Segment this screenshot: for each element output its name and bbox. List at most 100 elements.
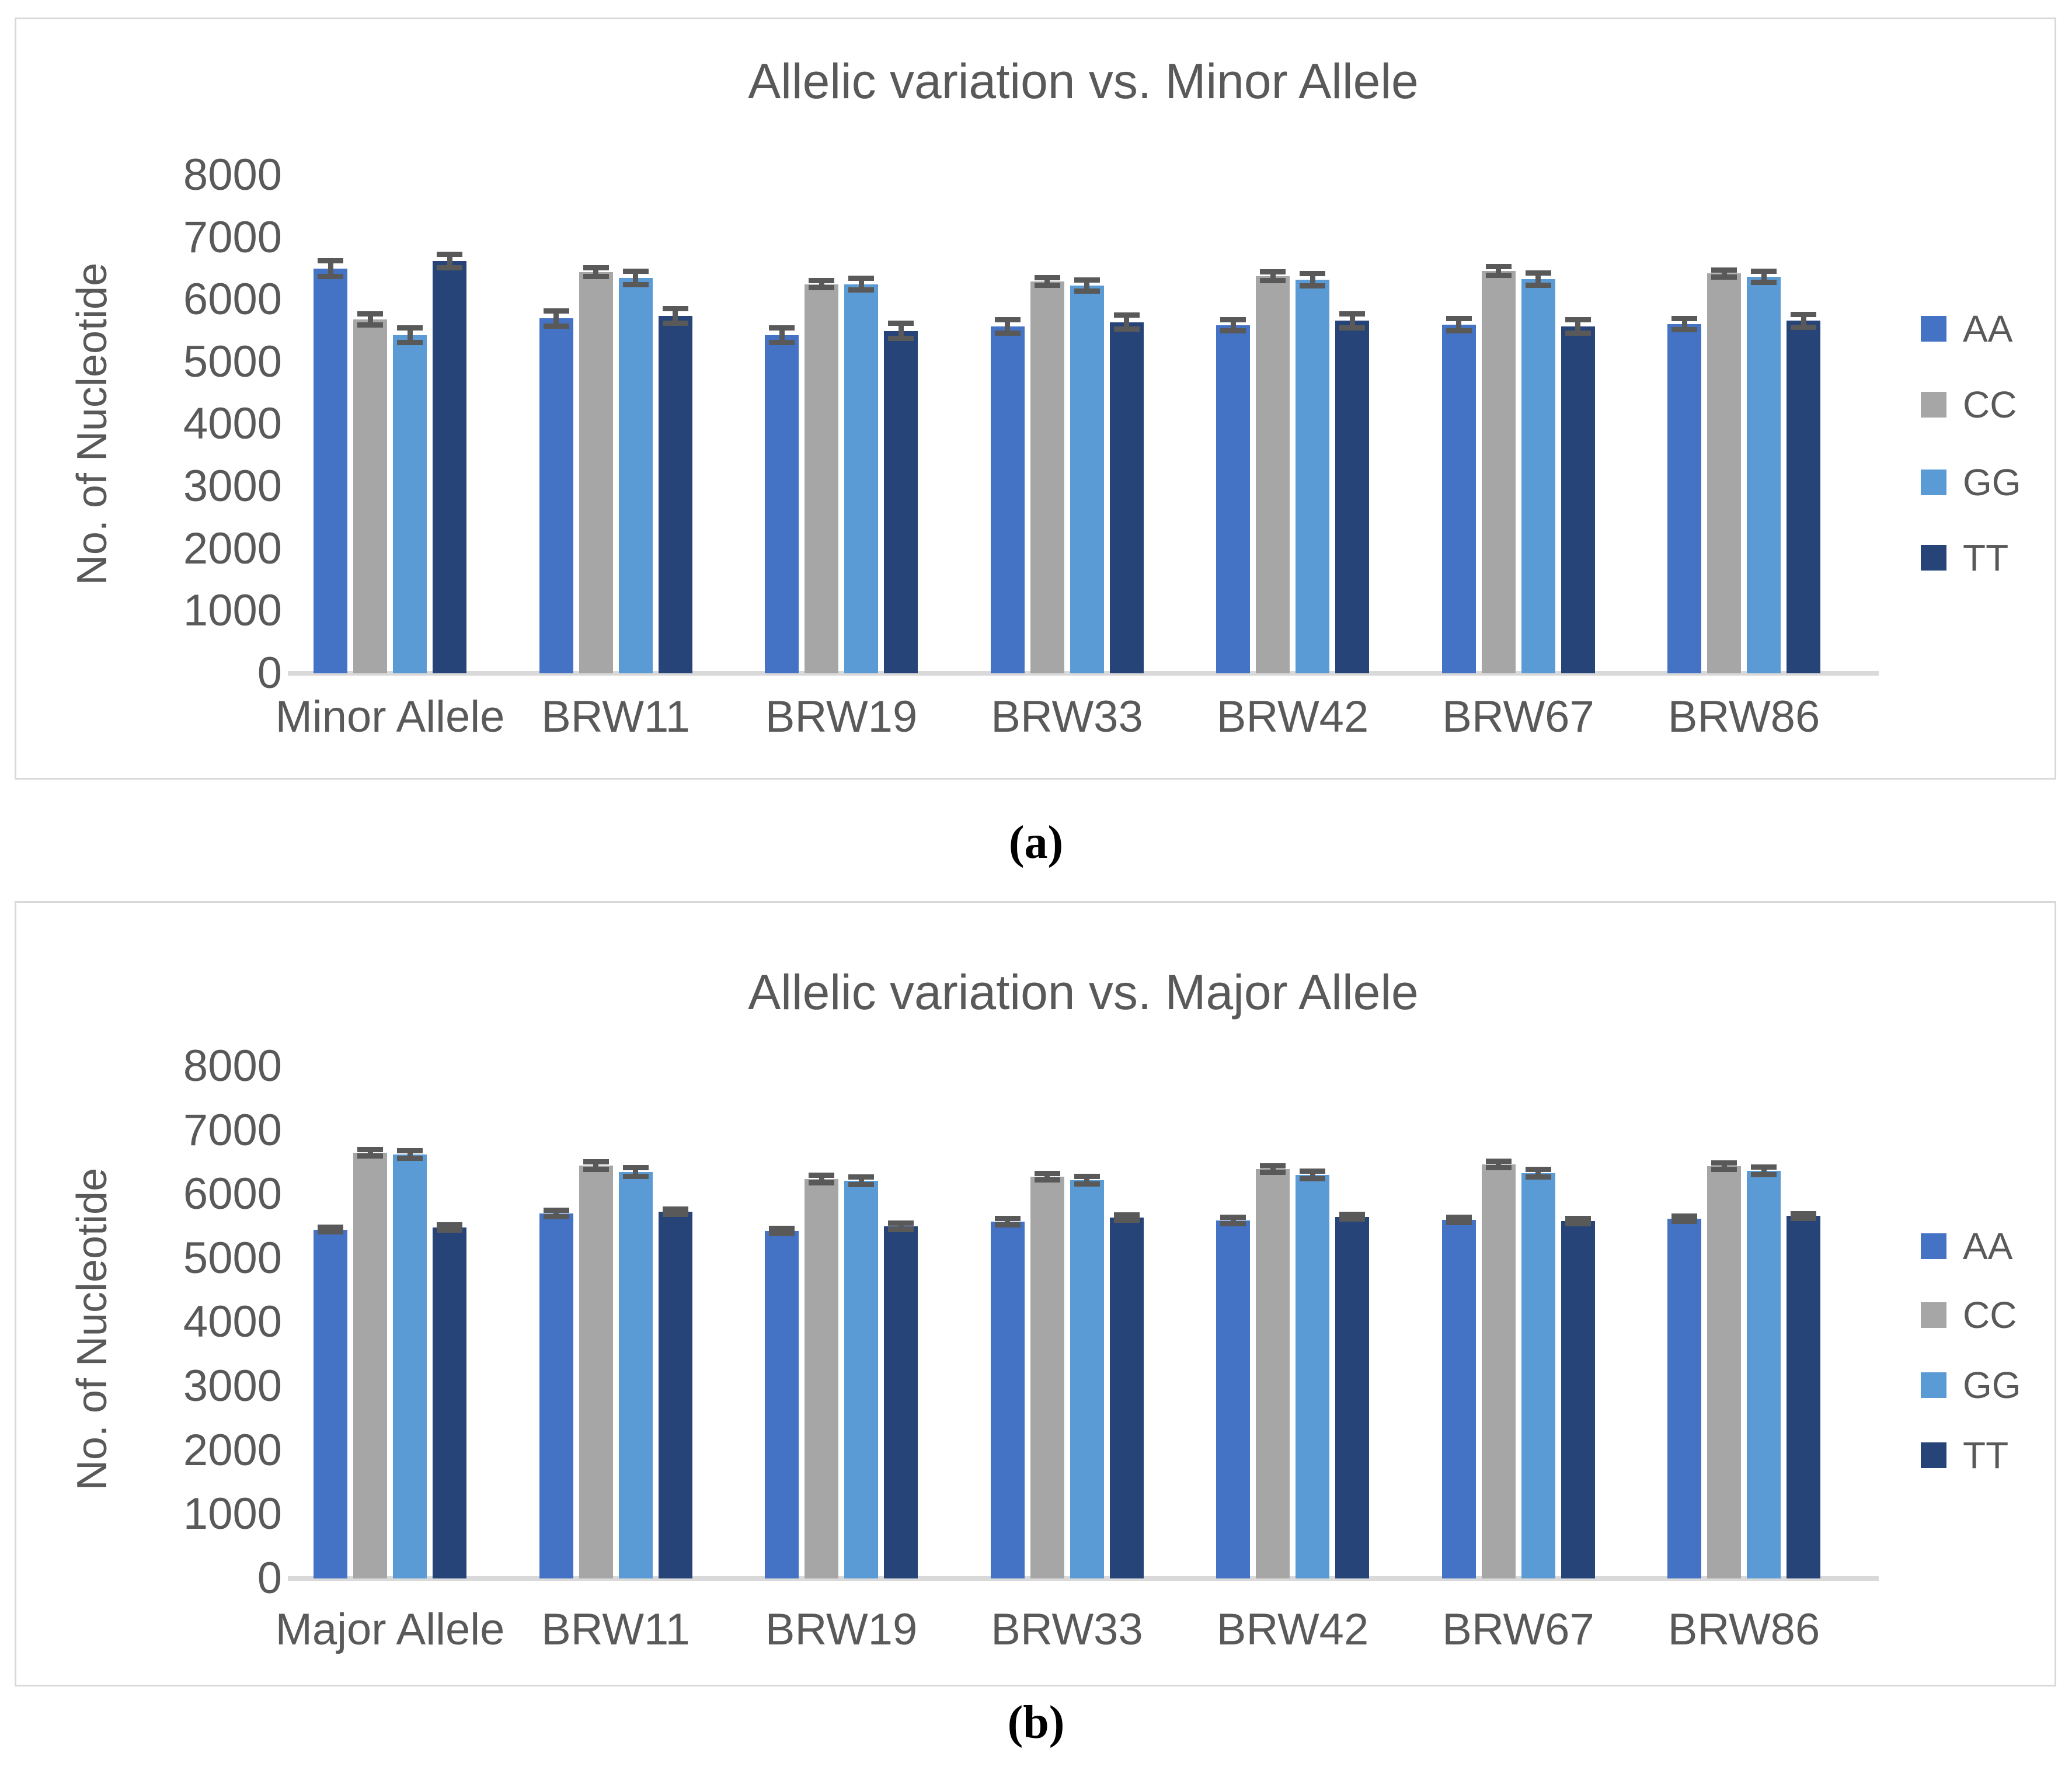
error-bar-cap-top — [583, 265, 609, 271]
bar-CC-brw33 — [1030, 1176, 1064, 1578]
error-bar-cap-bottom — [437, 1227, 462, 1233]
error-bar-cap-top — [1260, 269, 1286, 274]
caption-a: (a) — [1008, 817, 1064, 868]
error-bar-cap-top — [357, 1146, 383, 1152]
legend-label-GG: GG — [1963, 1364, 2021, 1406]
error-bar-cap-top — [1300, 1169, 1325, 1174]
bar-AA-brw11 — [539, 318, 573, 673]
error-bar-cap-bottom — [1446, 1219, 1472, 1225]
error-bar-line — [1310, 273, 1315, 286]
legend-label-AA: AA — [1963, 308, 2013, 350]
legend-label-TT: TT — [1963, 1434, 2009, 1476]
error-bar-line — [553, 311, 559, 326]
error-bar-cap-bottom — [1711, 1166, 1737, 1172]
error-bar-line — [1270, 272, 1276, 281]
error-bar-cap-bottom — [437, 265, 462, 271]
error-bar-cap-bottom — [1485, 1164, 1512, 1170]
error-bar-cap-top — [1485, 264, 1512, 270]
error-bar-line — [367, 314, 373, 325]
error-bar-cap-bottom — [1671, 326, 1697, 332]
error-bar-cap-bottom — [994, 1222, 1021, 1228]
error-bar-cap-bottom — [1113, 326, 1140, 332]
error-bar-cap-top — [397, 1148, 423, 1154]
error-bar-cap-top — [1260, 1163, 1286, 1169]
chart-a-title: Allelic variation vs. Minor Allele — [748, 54, 1419, 109]
legend-swatch-CC — [1921, 1302, 1946, 1328]
error-bar-cap-top — [1220, 317, 1246, 322]
error-bar-cap-top — [437, 251, 462, 257]
error-bar-cap-bottom — [848, 1182, 874, 1188]
bar-AA-brw67 — [1441, 324, 1476, 673]
y-tick-label: 3000 — [183, 1361, 282, 1411]
error-bar-line — [898, 323, 904, 339]
error-bar-cap-bottom — [888, 1227, 914, 1233]
error-bar-cap-top — [1791, 1211, 1816, 1216]
error-bar-cap-top — [1565, 1216, 1591, 1222]
legend-swatch-AA — [1921, 1233, 1946, 1259]
error-bar-cap-bottom — [662, 1211, 688, 1217]
x-category-label: BRW11 — [541, 692, 690, 742]
error-bar-cap-top — [769, 325, 795, 331]
error-bar-cap-top — [1525, 1166, 1551, 1172]
error-bar-cap-top — [1339, 1211, 1365, 1217]
error-bar-line — [1230, 1217, 1236, 1224]
error-bar-line — [1456, 318, 1461, 331]
error-bar-cap-top — [1339, 311, 1365, 317]
error-bar-cap-bottom — [809, 1180, 834, 1185]
bar-AA-brw33 — [990, 326, 1025, 673]
legend-label-CC: CC — [1963, 1294, 2017, 1336]
error-bar-line — [1084, 1176, 1089, 1184]
x-category-label: BRW19 — [765, 1605, 918, 1654]
bar-AA-brw86 — [1667, 1218, 1701, 1578]
y-tick-label: 2000 — [183, 523, 282, 573]
error-bar-line — [898, 1223, 904, 1230]
legend-label-CC: CC — [1963, 384, 2017, 426]
error-bar-line — [633, 1167, 638, 1177]
error-bar-cap-bottom — [848, 287, 874, 293]
legend-swatch-GG — [1921, 470, 1946, 495]
error-bar-cap-top — [1034, 275, 1060, 281]
error-bar-cap-bottom — [888, 335, 914, 341]
error-bar-line — [1124, 315, 1129, 329]
error-bar-cap-top — [357, 311, 383, 317]
error-bar-cap-top — [848, 1174, 874, 1180]
x-category-label: BRW33 — [991, 692, 1143, 742]
y-tick-label: 1000 — [183, 1489, 282, 1539]
error-bar-line — [1084, 280, 1089, 291]
error-bar-cap-bottom — [1074, 1181, 1100, 1187]
error-bar-cap-bottom — [1565, 1221, 1591, 1227]
legend-swatch-GG — [1921, 1372, 1946, 1398]
bar-TT-minor-allele — [433, 261, 466, 673]
legend-label-TT: TT — [1963, 537, 2009, 579]
error-bar-line — [593, 267, 598, 277]
legend-swatch-TT — [1921, 1442, 1946, 1468]
bar-CC-brw42 — [1256, 276, 1290, 673]
x-category-label: Major Allele — [275, 1605, 505, 1654]
error-bar-line — [673, 308, 678, 324]
error-bar-line — [1005, 1218, 1010, 1225]
bar-GG-brw33 — [1070, 1180, 1104, 1578]
error-bar-line — [1230, 319, 1236, 331]
error-bar-cap-bottom — [1300, 1176, 1325, 1182]
error-bar-line — [1721, 270, 1727, 277]
bar-AA-minor-allele — [314, 268, 347, 673]
y-tick-label: 6000 — [183, 274, 282, 325]
error-bar-cap-top — [1751, 268, 1777, 274]
error-bar-line — [407, 1150, 413, 1159]
bar-CC-brw67 — [1481, 1164, 1516, 1578]
error-bar-line — [407, 328, 413, 343]
bar-CC-brw19 — [805, 1178, 838, 1578]
y-tick-label: 5000 — [183, 336, 282, 387]
bar-CC-brw33 — [1030, 281, 1064, 673]
error-bar-cap-bottom — [1113, 1217, 1140, 1223]
error-bar-cap-top — [543, 308, 569, 314]
x-category-label: BRW19 — [765, 692, 918, 742]
bar-AA-brw42 — [1216, 1220, 1250, 1578]
x-category-label: BRW33 — [991, 1605, 1143, 1654]
error-bar-line — [1044, 1173, 1050, 1180]
legend-swatch-AA — [1921, 316, 1946, 342]
error-bar-line — [1535, 273, 1541, 286]
error-bar-cap-bottom — [1525, 283, 1551, 288]
error-bar-line — [447, 254, 452, 268]
bar-TT-brw19 — [884, 1226, 918, 1578]
